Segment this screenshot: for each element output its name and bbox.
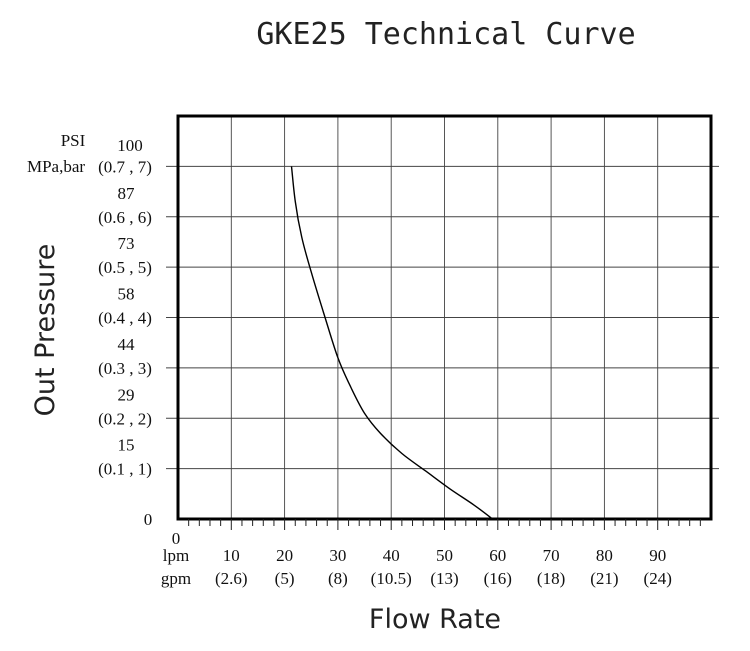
y-tick-mpa-bar-5: (0.5 , 5)	[98, 258, 152, 277]
y-tick-mpa-bar-1: (0.1 , 1)	[98, 460, 152, 479]
y-tick-psi-15: 15	[118, 436, 135, 455]
y-tick-psi-29: 29	[118, 385, 135, 404]
x-tick-gpm-20: (5)	[275, 569, 295, 588]
x-unit-gpm: gpm	[161, 569, 191, 588]
x-tick-gpm-10: (2.6)	[215, 569, 248, 588]
x-tick-lpm-50: 50	[436, 546, 453, 565]
x-tick-lpm-10: 10	[223, 546, 240, 565]
x-tick-gpm-30: (8)	[328, 569, 348, 588]
y-tick-psi-73: 73	[118, 234, 135, 253]
x-tick-lpm-70: 70	[543, 546, 560, 565]
x-tick-lpm-30: 30	[329, 546, 346, 565]
y-tick-psi-44: 44	[118, 335, 136, 354]
y-tick-mpa-bar-3: (0.3 , 3)	[98, 359, 152, 378]
y-tick-mpa-bar-6: (0.6 , 6)	[98, 208, 152, 227]
y-axis-title: Out Pressure	[30, 244, 61, 417]
chart-title: GKE25 Technical Curve	[256, 17, 635, 52]
y-tick-psi-58: 58	[118, 285, 135, 304]
x-tick-gpm-40: (10.5)	[371, 569, 412, 588]
x-tick-gpm-90: (24)	[644, 569, 672, 588]
x-tick-lpm-40: 40	[383, 546, 400, 565]
x-minor-ticks	[188, 519, 701, 530]
y-tick-mpa-bar-4: (0.4 , 4)	[98, 309, 152, 328]
series-line	[290, 166, 493, 520]
x-unit-lpm: lpm	[163, 546, 189, 565]
x-tick-gpm-60: (16)	[484, 569, 512, 588]
y-tick-psi-0: 0	[144, 510, 153, 529]
y-tick-mpa-bar-7: (0.7 , 7)	[98, 157, 152, 176]
x-tick-gpm-70: (18)	[537, 569, 565, 588]
grid	[166, 116, 719, 519]
x-tick-lpm-80: 80	[596, 546, 613, 565]
y-unit-mpa-bar: MPa,bar	[27, 157, 85, 176]
x-tick-lpm-90: 90	[649, 546, 666, 565]
x-tick-gpm-50: (13)	[430, 569, 458, 588]
x-origin-label: 0	[172, 529, 181, 548]
y-top-label: 100	[117, 136, 143, 155]
x-tick-lpm-20: 20	[276, 546, 293, 565]
x-tick-lpm-60: 60	[489, 546, 506, 565]
y-tick-psi-87: 87	[118, 184, 136, 203]
x-axis-title: Flow Rate	[369, 604, 501, 635]
y-tick-mpa-bar-2: (0.2 , 2)	[98, 409, 152, 428]
y-unit-psi: PSI	[61, 131, 86, 150]
x-tick-gpm-80: (21)	[590, 569, 618, 588]
